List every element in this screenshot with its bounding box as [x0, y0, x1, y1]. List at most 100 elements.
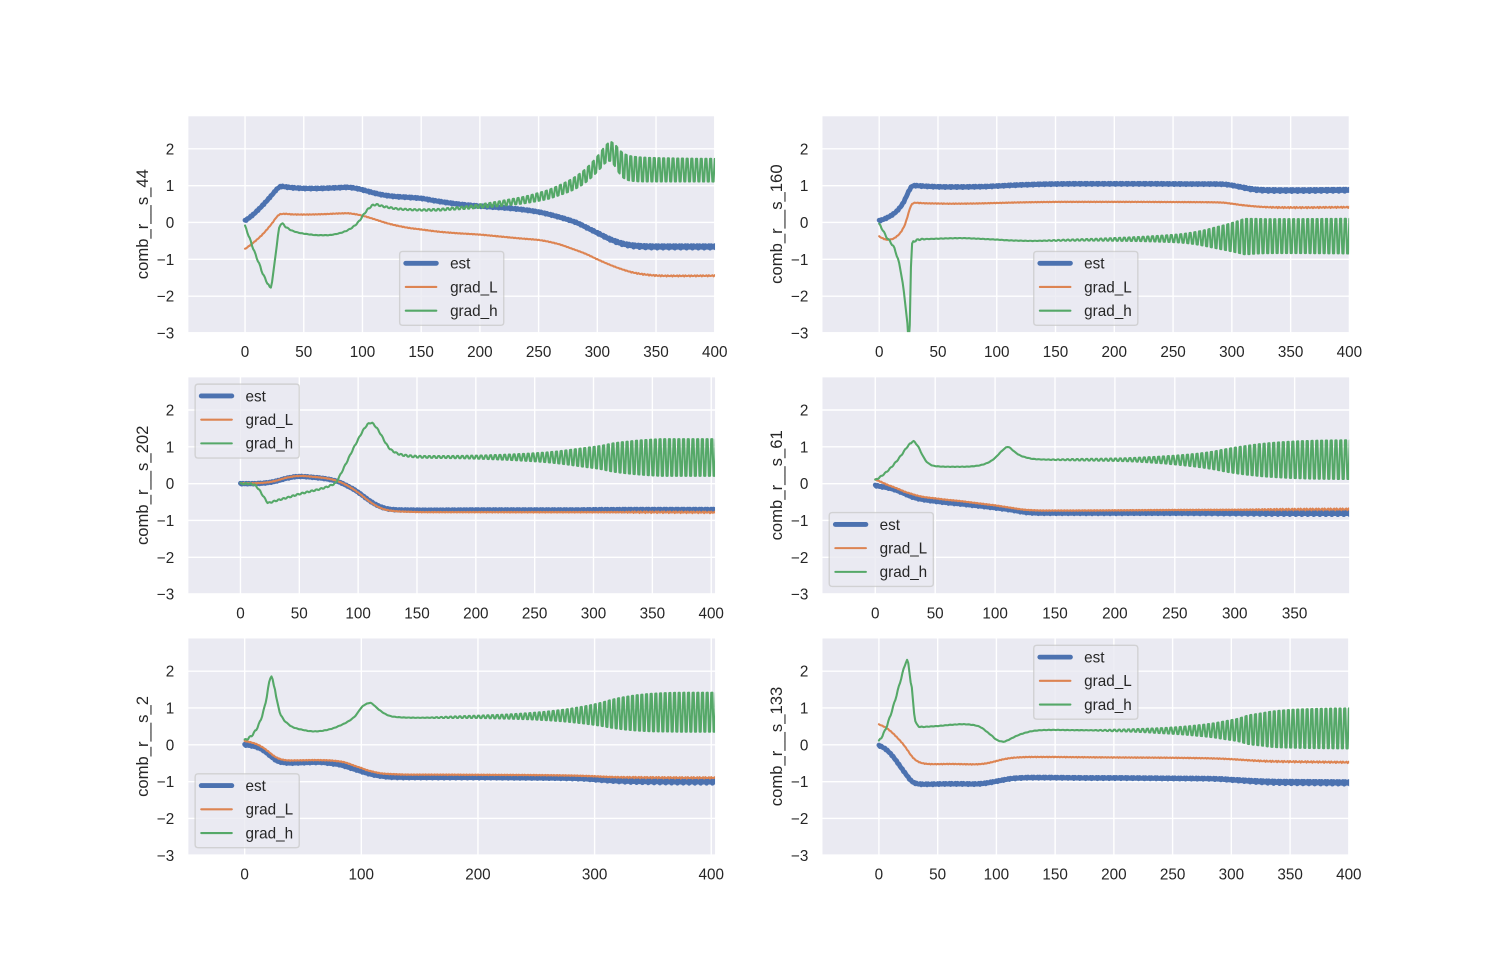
svg-text:−3: −3	[157, 587, 174, 604]
svg-text:50: 50	[927, 605, 944, 622]
svg-text:−3: −3	[157, 848, 174, 865]
svg-text:200: 200	[1102, 605, 1127, 622]
svg-text:300: 300	[1222, 605, 1247, 622]
svg-text:−1: −1	[157, 252, 174, 269]
svg-text:0: 0	[240, 867, 248, 884]
svg-text:200: 200	[467, 344, 492, 361]
svg-text:300: 300	[582, 867, 607, 884]
svg-text:2: 2	[800, 664, 809, 681]
svg-text:−1: −1	[791, 252, 808, 269]
svg-text:grad_L: grad_L	[246, 412, 294, 429]
svg-text:2: 2	[800, 141, 809, 158]
svg-text:0: 0	[236, 605, 244, 622]
svg-text:100: 100	[984, 344, 1009, 361]
svg-text:150: 150	[1042, 605, 1067, 622]
svg-text:2: 2	[166, 403, 175, 420]
svg-text:300: 300	[585, 344, 610, 361]
svg-text:150: 150	[1042, 867, 1067, 884]
svg-text:1: 1	[800, 439, 809, 456]
svg-text:200: 200	[465, 867, 490, 884]
svg-text:grad_h: grad_h	[1084, 697, 1132, 714]
svg-text:grad_h: grad_h	[880, 564, 928, 581]
svg-text:100: 100	[345, 605, 370, 622]
svg-text:0: 0	[875, 867, 884, 884]
svg-text:200: 200	[1102, 344, 1127, 361]
svg-text:400: 400	[699, 867, 724, 884]
svg-text:300: 300	[1219, 867, 1244, 884]
svg-text:0: 0	[166, 737, 175, 754]
svg-text:1: 1	[800, 178, 809, 195]
svg-text:350: 350	[1277, 867, 1302, 884]
svg-text:−1: −1	[157, 774, 174, 791]
svg-text:est: est	[450, 256, 471, 273]
svg-text:0: 0	[875, 344, 884, 361]
svg-text:250: 250	[1162, 605, 1187, 622]
svg-text:350: 350	[1282, 605, 1307, 622]
svg-text:150: 150	[1043, 344, 1068, 361]
svg-text:150: 150	[408, 344, 433, 361]
svg-text:150: 150	[404, 605, 429, 622]
svg-text:0: 0	[241, 344, 250, 361]
svg-text:200: 200	[463, 605, 488, 622]
svg-text:−1: −1	[791, 774, 808, 791]
svg-text:comb_r__s_202: comb_r__s_202	[133, 426, 152, 545]
svg-text:−3: −3	[791, 325, 808, 342]
svg-text:300: 300	[1219, 344, 1244, 361]
svg-text:−2: −2	[157, 289, 174, 306]
svg-text:0: 0	[166, 215, 175, 232]
svg-text:grad_L: grad_L	[246, 802, 294, 819]
svg-text:−2: −2	[157, 811, 174, 828]
svg-text:400: 400	[1336, 867, 1361, 884]
svg-text:grad_L: grad_L	[1084, 279, 1132, 296]
svg-text:comb_r__s_2: comb_r__s_2	[133, 696, 152, 797]
svg-text:comb_r__s_44: comb_r__s_44	[133, 169, 152, 279]
svg-text:0: 0	[871, 605, 880, 622]
svg-text:1: 1	[166, 178, 175, 195]
svg-text:300: 300	[581, 605, 606, 622]
svg-text:est: est	[1084, 256, 1105, 273]
svg-text:0: 0	[166, 476, 175, 493]
svg-text:100: 100	[350, 344, 375, 361]
svg-text:2: 2	[800, 403, 809, 420]
svg-text:2: 2	[166, 141, 175, 158]
svg-text:−3: −3	[791, 587, 808, 604]
svg-text:comb_r__s_160: comb_r__s_160	[767, 164, 786, 283]
svg-text:50: 50	[929, 867, 946, 884]
svg-text:400: 400	[702, 344, 727, 361]
svg-text:1: 1	[800, 701, 809, 718]
svg-text:est: est	[1084, 649, 1105, 666]
svg-text:est: est	[880, 517, 901, 534]
svg-text:250: 250	[1160, 867, 1185, 884]
svg-text:250: 250	[526, 344, 551, 361]
svg-text:−1: −1	[791, 513, 808, 530]
svg-text:grad_h: grad_h	[1084, 303, 1132, 320]
svg-text:−3: −3	[791, 848, 808, 865]
svg-text:grad_h: grad_h	[246, 436, 294, 453]
svg-text:400: 400	[1337, 344, 1362, 361]
svg-text:comb_r__s_61: comb_r__s_61	[767, 430, 786, 540]
svg-text:−2: −2	[791, 550, 808, 567]
svg-text:1: 1	[166, 439, 175, 456]
svg-text:50: 50	[291, 605, 308, 622]
svg-text:350: 350	[1278, 344, 1303, 361]
svg-text:100: 100	[349, 867, 374, 884]
svg-text:−2: −2	[157, 550, 174, 567]
svg-text:−2: −2	[791, 289, 808, 306]
svg-text:200: 200	[1101, 867, 1126, 884]
svg-text:est: est	[246, 388, 267, 405]
svg-text:350: 350	[643, 344, 668, 361]
svg-text:grad_L: grad_L	[880, 540, 928, 557]
svg-text:comb_r__s_133: comb_r__s_133	[767, 687, 786, 806]
svg-text:grad_L: grad_L	[1084, 673, 1132, 690]
svg-text:−1: −1	[157, 513, 174, 530]
svg-text:grad_h: grad_h	[450, 303, 498, 320]
svg-text:1: 1	[166, 701, 175, 718]
svg-text:100: 100	[984, 867, 1009, 884]
svg-text:−2: −2	[791, 811, 808, 828]
svg-text:250: 250	[1160, 344, 1185, 361]
svg-text:250: 250	[522, 605, 547, 622]
svg-text:50: 50	[929, 344, 946, 361]
svg-text:400: 400	[698, 605, 723, 622]
svg-text:100: 100	[982, 605, 1007, 622]
svg-text:350: 350	[640, 605, 665, 622]
